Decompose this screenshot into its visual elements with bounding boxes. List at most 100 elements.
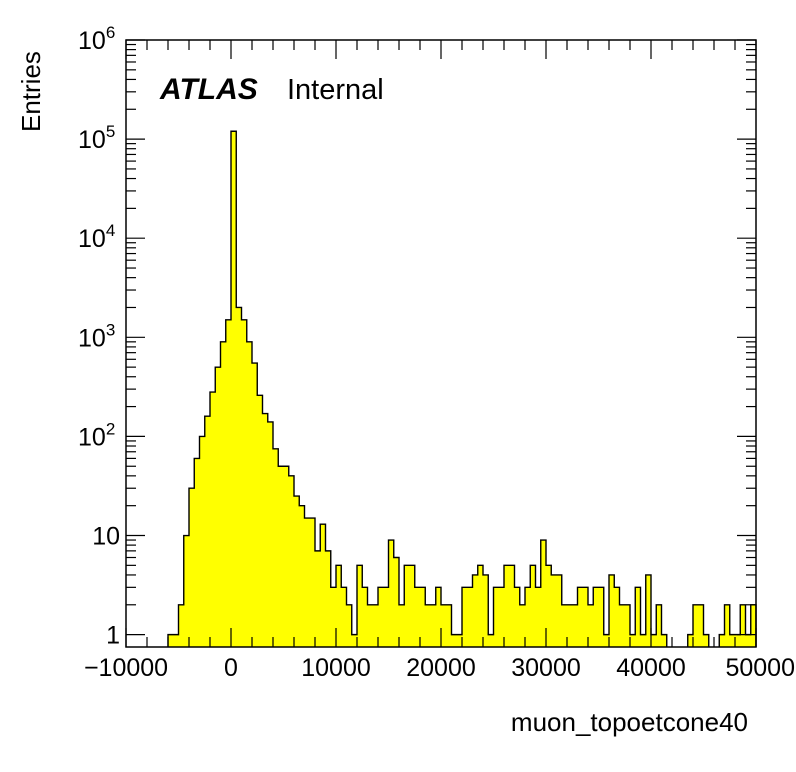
histogram-bar xyxy=(546,565,552,647)
histogram-bar xyxy=(378,587,384,647)
histogram-bar xyxy=(509,565,515,647)
histogram-bar xyxy=(561,604,568,647)
histogram-bar xyxy=(540,540,547,647)
y-tick-label: 106 xyxy=(78,23,115,55)
histogram-bar xyxy=(325,550,332,647)
histogram-bar xyxy=(273,448,279,647)
histogram-bar xyxy=(336,565,342,647)
histogram-bar xyxy=(556,574,563,647)
x-axis-title: muon_topoetcone40 xyxy=(511,707,748,737)
y-tick-label: 102 xyxy=(78,419,115,451)
y-tick-labels: 1 10 102 103 104 105 106 xyxy=(78,23,120,650)
histogram-bar xyxy=(598,587,605,647)
histogram-bar xyxy=(267,421,274,647)
histogram-bar xyxy=(593,587,599,647)
histogram-bar xyxy=(210,392,216,647)
histogram-bar xyxy=(315,550,321,647)
histogram-bar xyxy=(341,587,347,647)
histogram-bar xyxy=(362,587,368,647)
histogram-bar xyxy=(614,587,620,647)
histogram-bar xyxy=(425,604,431,647)
histogram-bar xyxy=(435,587,442,647)
histogram-bar xyxy=(388,540,395,647)
histogram-bar xyxy=(393,557,400,647)
histogram-bar xyxy=(178,604,185,647)
histogram-bar xyxy=(729,634,736,647)
histogram-bar xyxy=(577,587,584,647)
histogram-bar xyxy=(320,524,326,647)
histogram-bar xyxy=(588,604,594,647)
histogram-bar xyxy=(735,634,741,647)
histogram-bar xyxy=(703,634,710,647)
histogram-bar xyxy=(168,634,174,647)
histogram-bar xyxy=(399,604,405,647)
histogram-bar xyxy=(246,341,253,647)
x-tick-label: 10000 xyxy=(301,654,371,682)
histogram-bar xyxy=(241,319,248,647)
histogram-bar xyxy=(288,475,295,647)
x-tick-label: −10000 xyxy=(84,654,168,682)
histogram-bar xyxy=(483,574,489,647)
histogram-bar xyxy=(183,535,190,647)
histogram-bar xyxy=(173,634,179,647)
histogram-bar xyxy=(698,604,704,647)
histogram-bar xyxy=(551,574,557,647)
histogram-bar xyxy=(283,466,290,647)
histogram-bar xyxy=(609,574,615,647)
x-tick-label: 50000 xyxy=(725,654,795,682)
histogram-bar xyxy=(462,587,468,647)
histogram-bar xyxy=(194,458,200,647)
histogram-bar xyxy=(740,604,746,647)
histogram-bar xyxy=(519,604,526,647)
histogram-bar xyxy=(346,604,353,647)
atlas-label: ATLAS xyxy=(159,73,258,106)
histogram-bar xyxy=(351,634,358,647)
histogram-bar xyxy=(656,604,662,647)
x-tick-label: 30000 xyxy=(511,654,581,682)
histogram-bar xyxy=(693,604,699,647)
histogram-bar xyxy=(225,319,232,647)
histogram-bar xyxy=(441,604,447,647)
histogram-bar xyxy=(330,587,337,647)
histogram-bar xyxy=(661,634,668,647)
histogram-bar xyxy=(204,416,211,647)
histogram-bar xyxy=(745,634,752,647)
histogram-bar xyxy=(404,565,410,647)
internal-label: Internal xyxy=(287,74,384,106)
histogram-bar xyxy=(535,587,542,647)
histogram-bar xyxy=(409,565,416,647)
histogram-bar xyxy=(456,634,463,647)
histogram-bar xyxy=(651,634,657,647)
histogram-bar xyxy=(467,587,473,647)
histogram-bar xyxy=(724,604,731,647)
histogram-bar xyxy=(472,574,479,647)
histogram-bar xyxy=(446,604,452,647)
histogram-bar xyxy=(645,574,652,647)
histogram-bar xyxy=(199,436,206,647)
histogram-bar xyxy=(294,496,300,647)
histogram-bar xyxy=(189,488,195,647)
y-tick-label: 1 xyxy=(106,622,120,650)
histogram-bar xyxy=(624,604,631,647)
histogram-bar xyxy=(236,307,242,647)
histogram-bar xyxy=(262,413,269,647)
histogram-bar xyxy=(750,604,757,647)
histogram-bar xyxy=(603,634,610,647)
y-axis-title: Entries xyxy=(16,51,46,132)
histogram-bar xyxy=(687,634,694,647)
histogram-bar xyxy=(231,131,237,647)
y-tick-label: 103 xyxy=(78,320,115,352)
histogram-bar xyxy=(493,587,500,647)
histogram-bar xyxy=(514,587,521,647)
histogram-bar xyxy=(372,604,379,647)
histogram-bars xyxy=(168,131,757,647)
histogram-bar xyxy=(567,604,573,647)
x-tick-label: 0 xyxy=(224,654,238,682)
histogram-bar xyxy=(640,634,647,647)
x-tick-labels: −10000 0 10000 20000 30000 40000 50000 xyxy=(84,654,795,682)
axis-ticks xyxy=(125,39,757,647)
histogram-bar xyxy=(530,565,536,647)
histogram-bar xyxy=(498,587,505,647)
y-tick-label: 10 xyxy=(92,523,120,551)
